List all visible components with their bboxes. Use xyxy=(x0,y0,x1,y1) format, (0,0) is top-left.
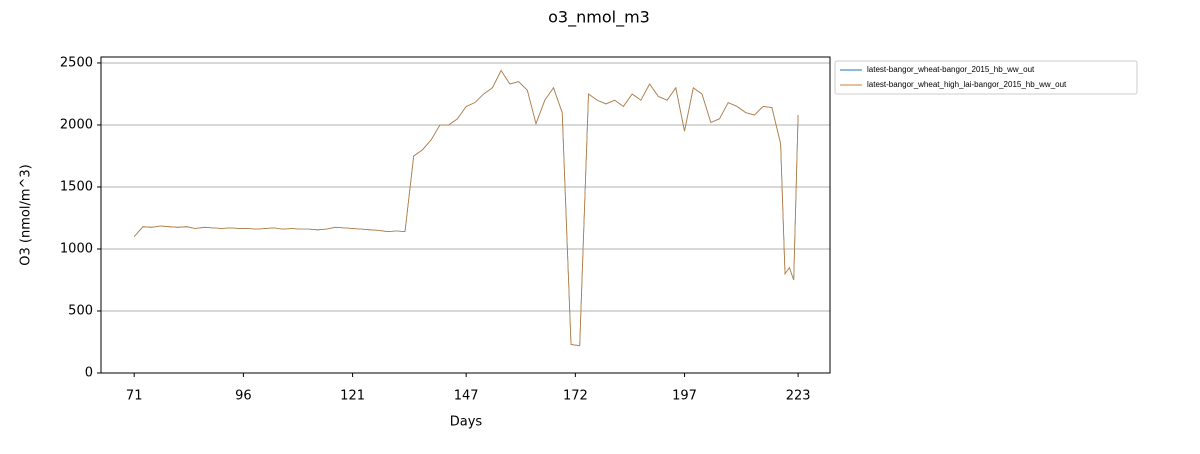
y-tick-label: 2000 xyxy=(60,117,93,132)
plot-frame xyxy=(100,56,831,374)
x-tick-label: 147 xyxy=(454,389,479,404)
x-tick-label: 197 xyxy=(672,389,697,404)
x-tick-label: 71 xyxy=(126,389,143,404)
x-tick-label: 96 xyxy=(235,389,252,404)
x-tick-label: 172 xyxy=(563,389,588,404)
chart-title: o3_nmol_m3 xyxy=(548,8,650,28)
legend-box xyxy=(834,60,1138,95)
legend-label: latest-bangor_wheat-bangor_2015_hb_ww_ou… xyxy=(867,65,1035,74)
y-tick-label: 1000 xyxy=(60,241,93,256)
y-axis-label: O3 (nmol/m^3) xyxy=(19,164,34,265)
series-line xyxy=(133,69,799,347)
y-tick-label: 2500 xyxy=(60,55,93,70)
legend-label: latest-bangor_wheat_high_lai-bangor_2015… xyxy=(867,80,1067,89)
y-tick-label: 1500 xyxy=(60,179,93,194)
x-axis-label: Days xyxy=(450,415,483,430)
x-tick-label: 121 xyxy=(340,389,365,404)
y-tick-label: 0 xyxy=(85,366,93,381)
y-tick-label: 500 xyxy=(68,303,93,318)
series-line xyxy=(133,69,799,347)
x-tick-label: 223 xyxy=(786,389,811,404)
